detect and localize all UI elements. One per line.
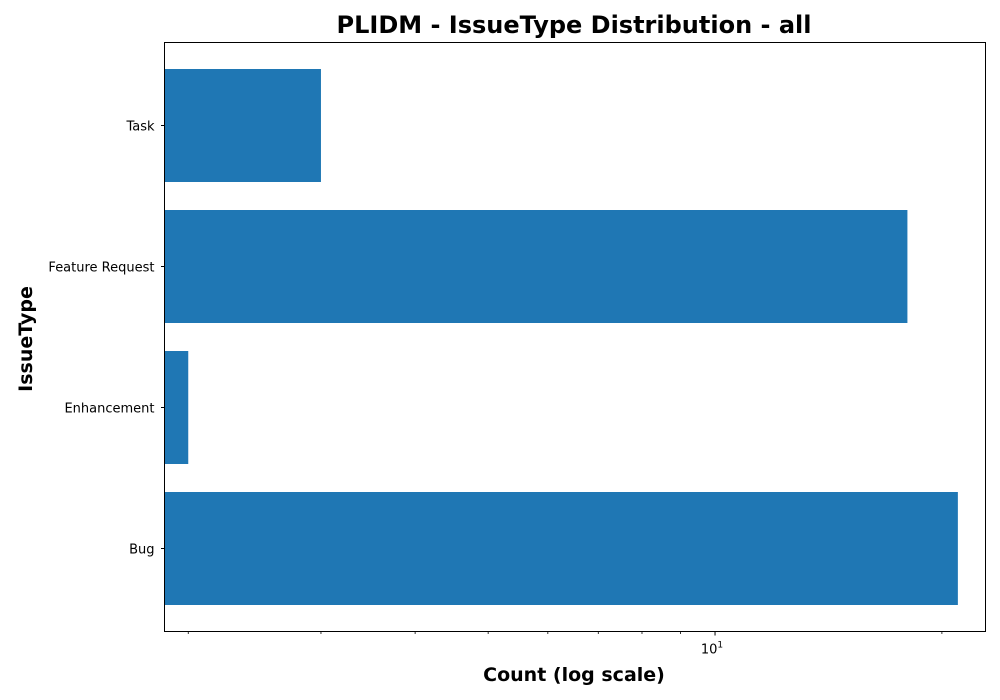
x-tick-label: 101 [701, 641, 723, 658]
y-tick-label: Bug [129, 543, 154, 558]
plot-frame [164, 42, 986, 632]
bars-layer [164, 69, 958, 605]
bar-task [164, 69, 321, 182]
x-tick-label-exponent: 1 [717, 641, 723, 651]
y-axis-label: IssueType [15, 286, 37, 392]
y-tick-label: Task [125, 120, 155, 135]
y-tick-label: Enhancement [64, 402, 154, 417]
x-axis-label: Count (log scale) [483, 664, 665, 686]
x-tick-label-base: 10 [701, 643, 718, 658]
chart-title: PLIDM - IssueType Distribution - all [337, 11, 812, 39]
bar-enhancement [164, 351, 189, 464]
ticks-layer: Bug Enhancement Feature Request Task 101 [48, 120, 943, 658]
bar-bug [164, 492, 958, 605]
bar-feature-request [164, 210, 908, 323]
y-tick-label: Feature Request [48, 261, 154, 276]
